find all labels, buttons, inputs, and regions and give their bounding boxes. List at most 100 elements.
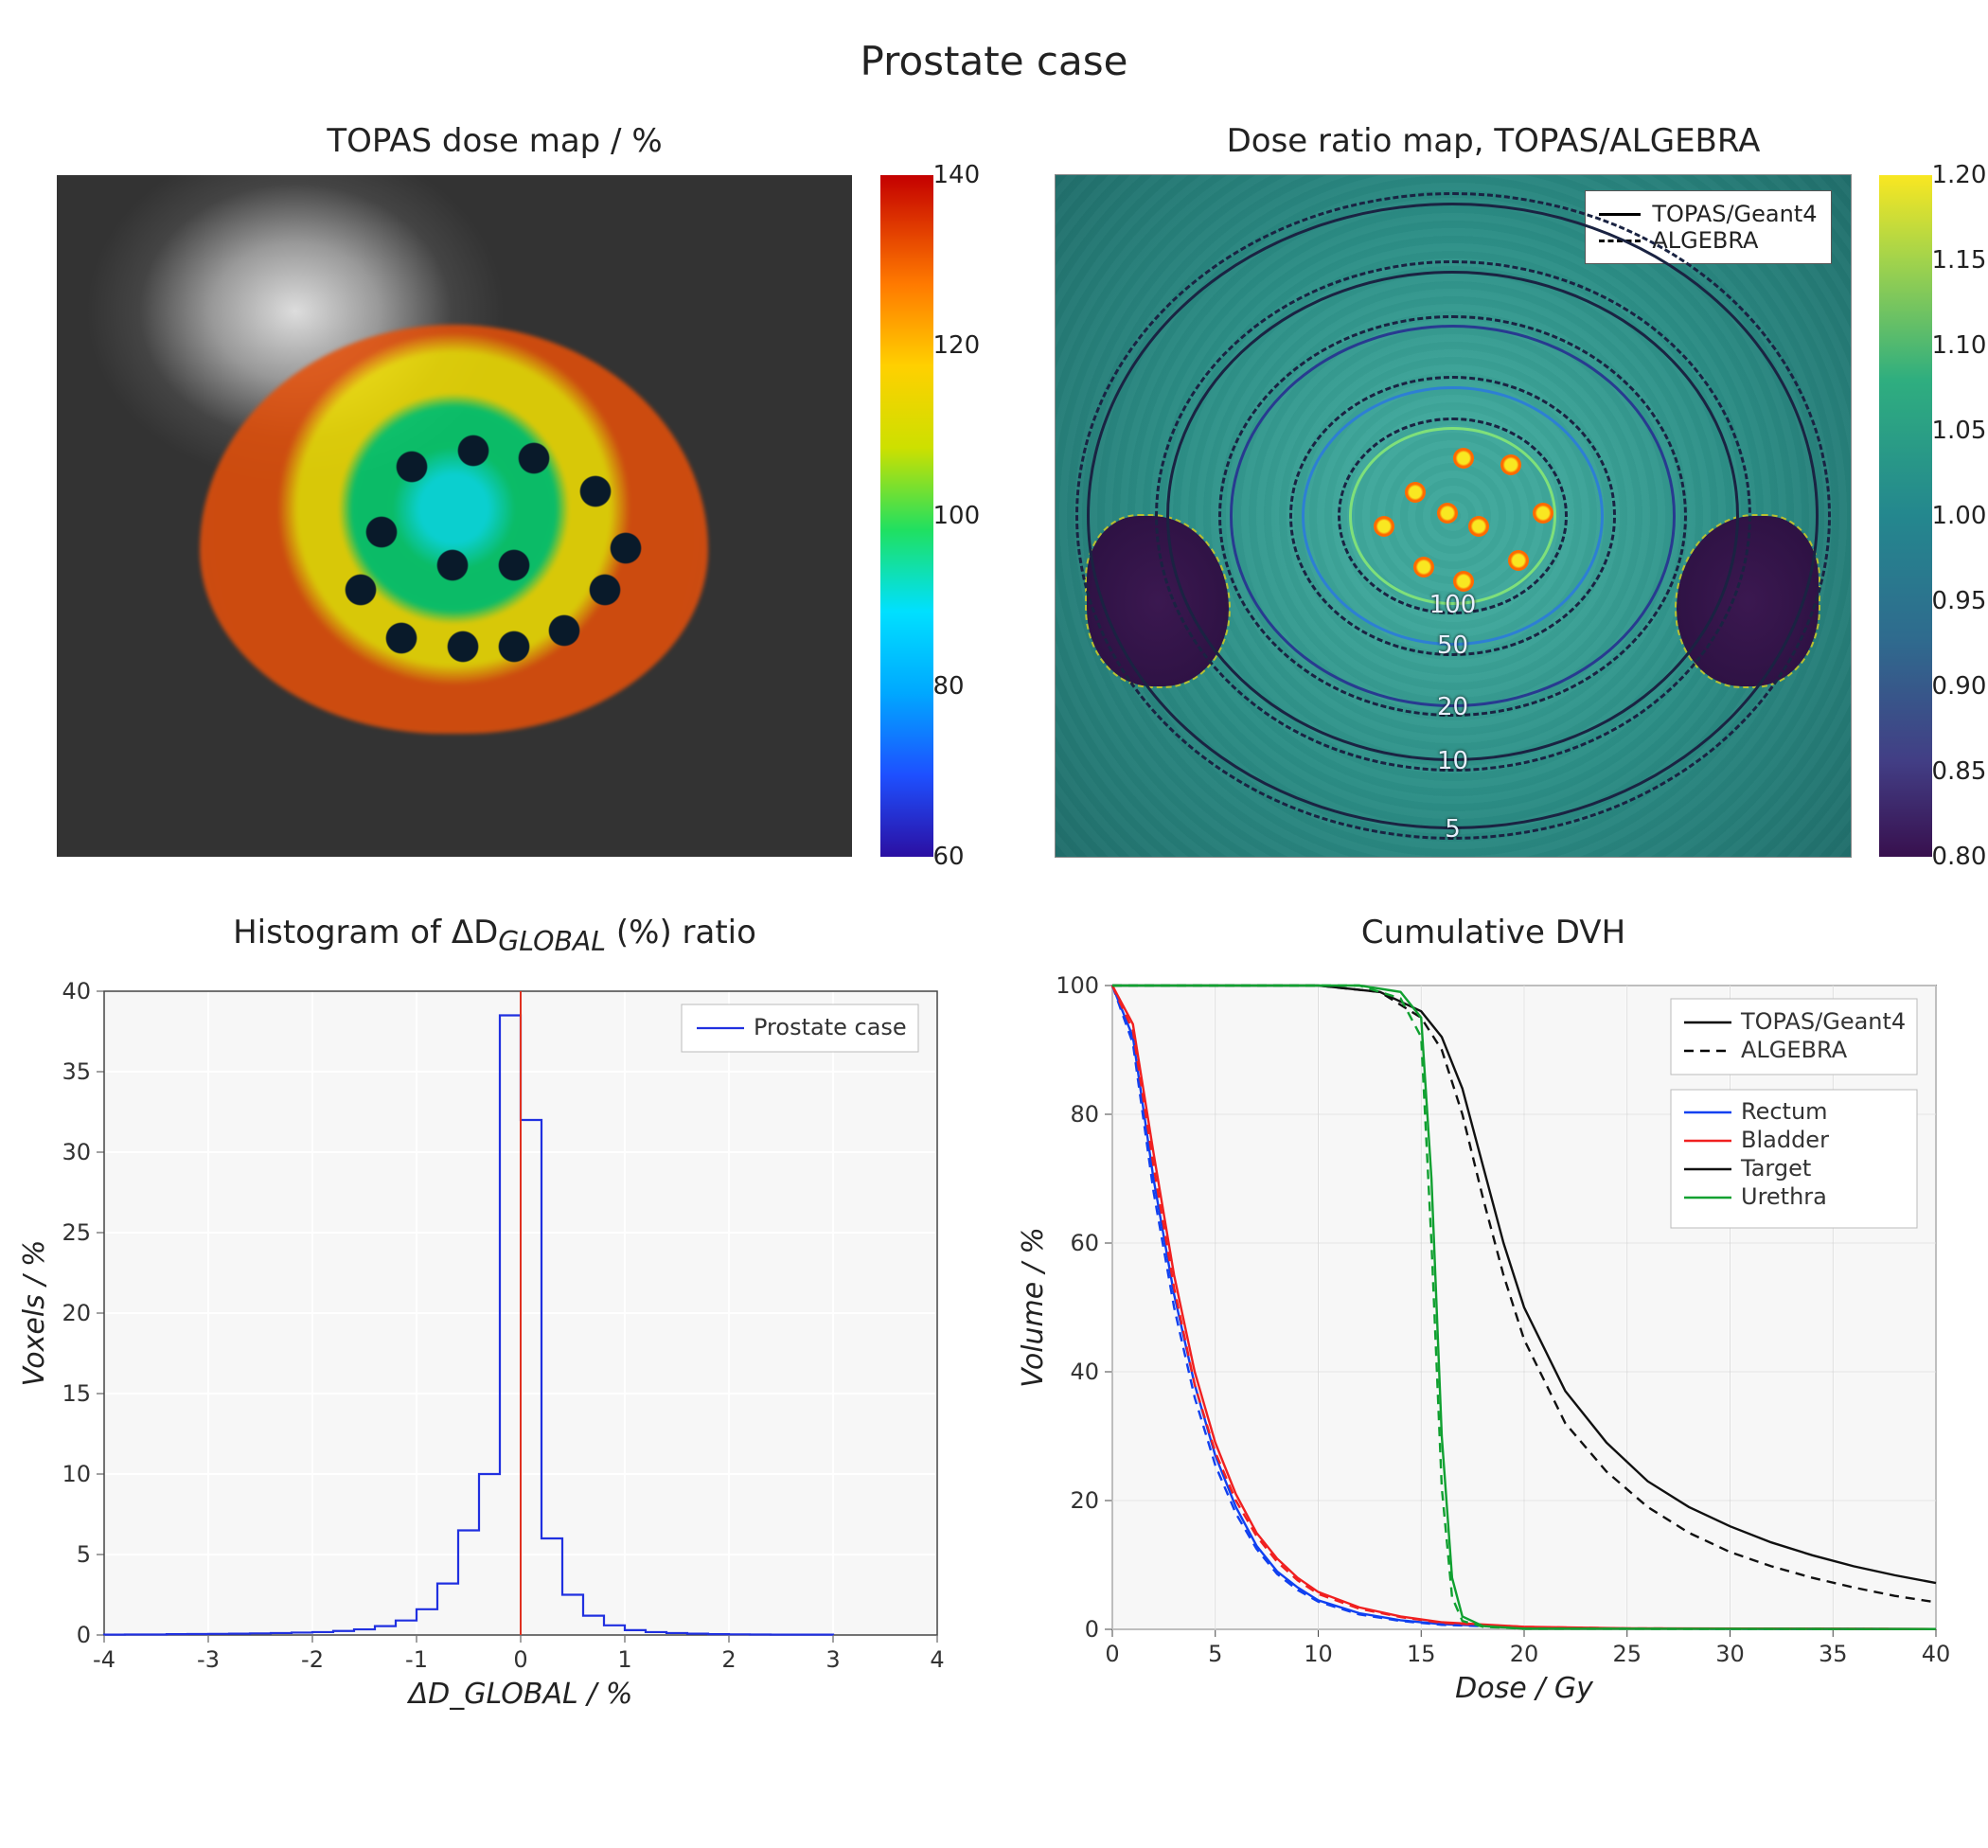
ratio-map: TOPAS/Geant4 ALGEBRA 5102050100 <box>1056 175 1851 857</box>
svg-text:20: 20 <box>1070 1487 1099 1514</box>
svg-text:2: 2 <box>721 1646 736 1673</box>
svg-text:35: 35 <box>62 1058 91 1085</box>
figure-root: Prostate case TOPAS dose map / % 6080100… <box>19 38 1969 1715</box>
svg-text:10: 10 <box>1304 1641 1333 1667</box>
svg-text:0: 0 <box>77 1622 91 1648</box>
colorbar-tick: 60 <box>933 843 965 871</box>
histogram-plot: -4-3-2-1012340510152025303540ΔD_GLOBAL /… <box>19 972 956 1711</box>
svg-text:10: 10 <box>62 1461 91 1487</box>
colorbar-tick: 1.15 <box>1932 246 1987 275</box>
svg-text:25: 25 <box>62 1219 91 1246</box>
colorbar-tick: 140 <box>933 161 981 189</box>
svg-text:25: 25 <box>1612 1641 1642 1667</box>
panel-topas-dose: TOPAS dose map / % 6080100120140 <box>19 122 970 857</box>
panel-a-title: TOPAS dose map / % <box>19 122 970 160</box>
svg-text:ALGEBRA: ALGEBRA <box>1741 1037 1848 1063</box>
svg-text:Bladder: Bladder <box>1741 1127 1829 1153</box>
seed-marker <box>444 628 482 666</box>
hotspot <box>1453 571 1474 592</box>
svg-text:30: 30 <box>62 1139 91 1165</box>
colorbar-b-gradient <box>1879 175 1932 857</box>
svg-text:TOPAS/Geant4: TOPAS/Geant4 <box>1740 1008 1906 1035</box>
hotspot <box>1500 454 1521 475</box>
svg-text:5: 5 <box>1208 1641 1222 1667</box>
hotspot <box>1453 448 1474 469</box>
svg-text:4: 4 <box>930 1646 944 1673</box>
svg-text:0: 0 <box>1085 1616 1099 1643</box>
dvh-plot: 0510152025303540020406080100Dose / GyVol… <box>1018 967 1955 1705</box>
panel-grid: TOPAS dose map / % 6080100120140 Dose ra… <box>19 122 1969 1715</box>
svg-text:80: 80 <box>1070 1101 1099 1128</box>
colorbar-tick: 0.90 <box>1932 672 1987 701</box>
panel-b-title: Dose ratio map, TOPAS/ALGEBRA <box>1018 122 1969 160</box>
panel-histogram: Histogram of ΔDGLOBAL (%) ratio -4 -3 -2 -1… <box>19 914 970 1715</box>
seed-marker <box>495 546 533 584</box>
seed-marker <box>454 432 492 470</box>
hotspot <box>1533 503 1553 524</box>
hotspot <box>1413 557 1434 578</box>
svg-text:1: 1 <box>617 1646 631 1673</box>
svg-text:40: 40 <box>1070 1359 1099 1385</box>
svg-text:0: 0 <box>1105 1641 1119 1667</box>
hotspot <box>1405 482 1426 503</box>
seed-marker <box>363 513 400 551</box>
colorbar-tick: 0.85 <box>1932 757 1987 786</box>
svg-text:-1: -1 <box>405 1646 428 1673</box>
svg-text:Target: Target <box>1740 1155 1811 1182</box>
seed-marker <box>607 529 645 567</box>
svg-text:Volume / %: Volume / % <box>1018 1227 1050 1388</box>
svg-text:100: 100 <box>1056 972 1099 999</box>
isodose-label: 5 <box>1445 815 1461 844</box>
colorbar-tick: 0.95 <box>1932 587 1987 615</box>
svg-text:3: 3 <box>825 1646 840 1673</box>
svg-text:-4: -4 <box>93 1646 115 1673</box>
svg-text:20: 20 <box>62 1300 91 1326</box>
svg-text:15: 15 <box>1407 1641 1436 1667</box>
colorbar-tick: 1.20 <box>1932 161 1987 189</box>
ct-image <box>57 175 852 857</box>
colorbar-b-ticks: 0.800.850.900.951.001.051.101.151.20 <box>1932 175 1988 857</box>
seed-marker <box>545 612 583 649</box>
svg-text:Urethra: Urethra <box>1741 1183 1827 1210</box>
svg-text:Dose / Gy: Dose / Gy <box>1455 1672 1594 1705</box>
seed-marker <box>393 448 431 486</box>
seed-marker <box>495 628 533 666</box>
svg-text:ΔD_GLOBAL / %: ΔD_GLOBAL / % <box>407 1678 633 1711</box>
seed-marker <box>342 571 380 609</box>
svg-text:Voxels / %: Voxels / % <box>19 1239 51 1386</box>
colorbar-a: 6080100120140 <box>880 175 933 857</box>
panel-ratio-map: Dose ratio map, TOPAS/ALGEBRA TOPAS/Gean… <box>1018 122 1969 857</box>
svg-text:-2: -2 <box>301 1646 324 1673</box>
colorbar-b: 0.800.850.900.951.001.051.101.151.20 <box>1879 175 1932 857</box>
colorbar-tick: 80 <box>933 672 965 701</box>
colorbar-tick: 1.10 <box>1932 331 1987 360</box>
svg-text:35: 35 <box>1819 1641 1848 1667</box>
seed-marker <box>586 571 624 609</box>
svg-text:60: 60 <box>1070 1230 1099 1256</box>
colorbar-tick: 1.00 <box>1932 502 1987 530</box>
svg-text:20: 20 <box>1510 1641 1539 1667</box>
svg-text:30: 30 <box>1715 1641 1745 1667</box>
hotspot <box>1437 503 1458 524</box>
isodose-label: 20 <box>1437 693 1468 721</box>
panel-d-title: Cumulative DVH <box>1018 914 1969 951</box>
colorbar-tick: 1.05 <box>1932 417 1987 445</box>
svg-text:5: 5 <box>77 1541 91 1568</box>
panel-c-title: Histogram of ΔDGLOBAL (%) ratio <box>19 914 970 957</box>
panel-dvh: Cumulative DVH 0510152025303540020406080… <box>1018 914 1969 1715</box>
colorbar-a-gradient <box>880 175 933 857</box>
svg-text:15: 15 <box>62 1380 91 1407</box>
colorbar-tick: 0.80 <box>1932 843 1987 871</box>
seed-marker <box>577 472 614 510</box>
hotspot <box>1374 516 1394 537</box>
svg-text:Prostate case: Prostate case <box>754 1014 907 1040</box>
colorbar-a-ticks: 6080100120140 <box>933 175 1000 857</box>
svg-text:40: 40 <box>62 978 91 1004</box>
isodose-label: 50 <box>1437 631 1468 660</box>
seed-marker <box>434 546 471 584</box>
svg-text:-3: -3 <box>197 1646 220 1673</box>
isodose-label: 10 <box>1437 747 1468 775</box>
svg-text:0: 0 <box>513 1646 527 1673</box>
svg-text:Rectum: Rectum <box>1741 1098 1828 1125</box>
colorbar-tick: 120 <box>933 331 981 360</box>
